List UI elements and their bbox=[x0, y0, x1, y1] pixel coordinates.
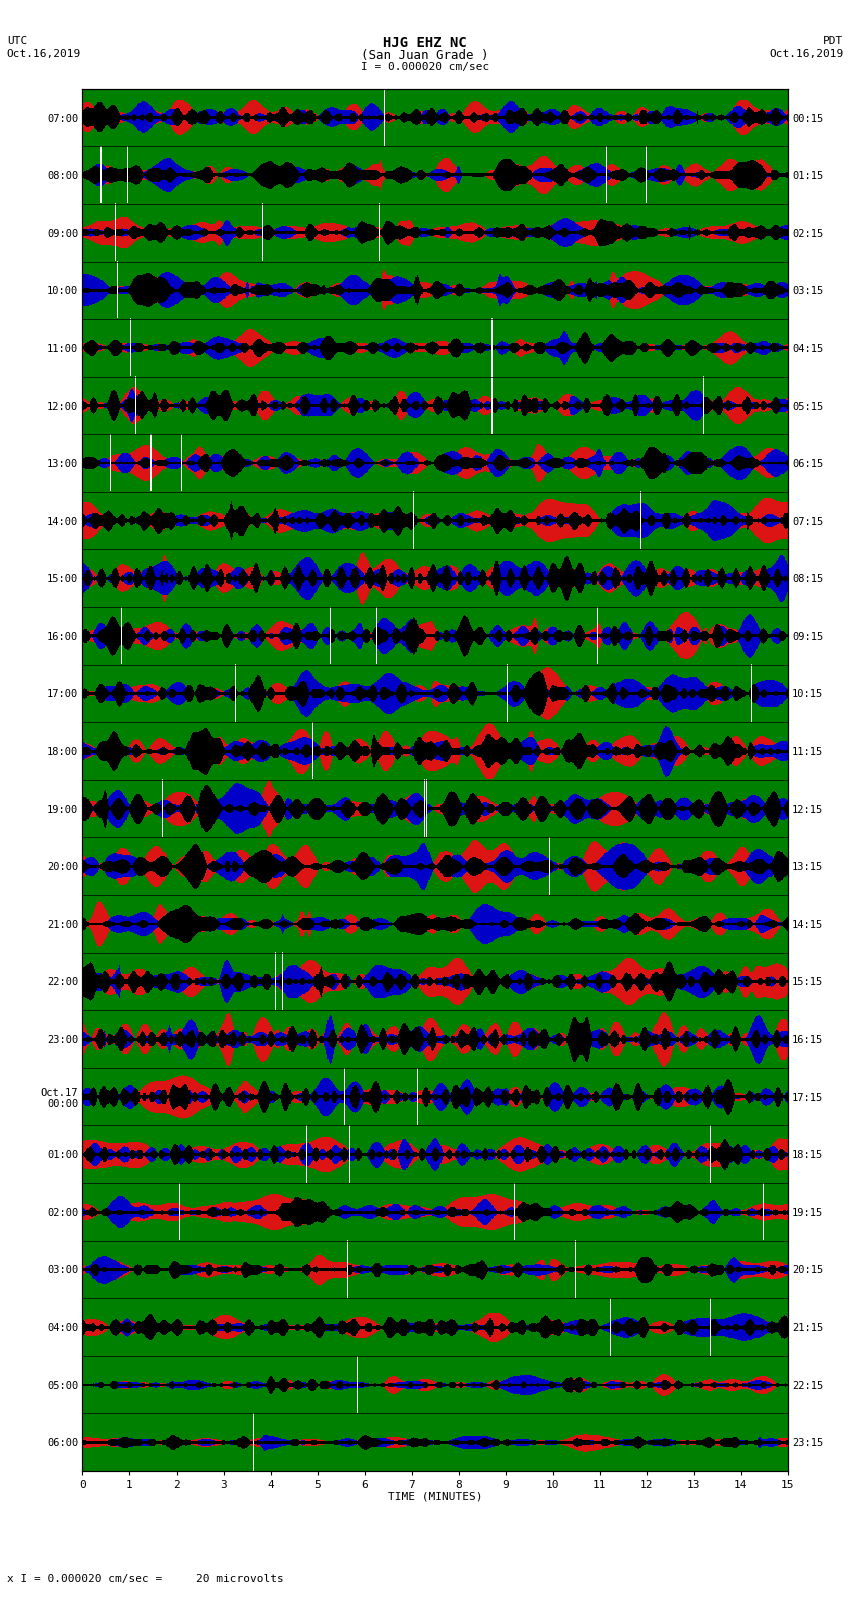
Text: HJG EHZ NC: HJG EHZ NC bbox=[383, 37, 467, 50]
Text: Oct.16,2019: Oct.16,2019 bbox=[7, 50, 81, 60]
Text: UTC: UTC bbox=[7, 37, 27, 47]
Text: I = 0.000020 cm/sec: I = 0.000020 cm/sec bbox=[361, 63, 489, 73]
Text: Oct.16,2019: Oct.16,2019 bbox=[769, 50, 843, 60]
Text: (San Juan Grade ): (San Juan Grade ) bbox=[361, 50, 489, 63]
Text: PDT: PDT bbox=[823, 37, 843, 47]
Text: x I = 0.000020 cm/sec =     20 microvolts: x I = 0.000020 cm/sec = 20 microvolts bbox=[7, 1574, 284, 1584]
X-axis label: TIME (MINUTES): TIME (MINUTES) bbox=[388, 1492, 483, 1502]
